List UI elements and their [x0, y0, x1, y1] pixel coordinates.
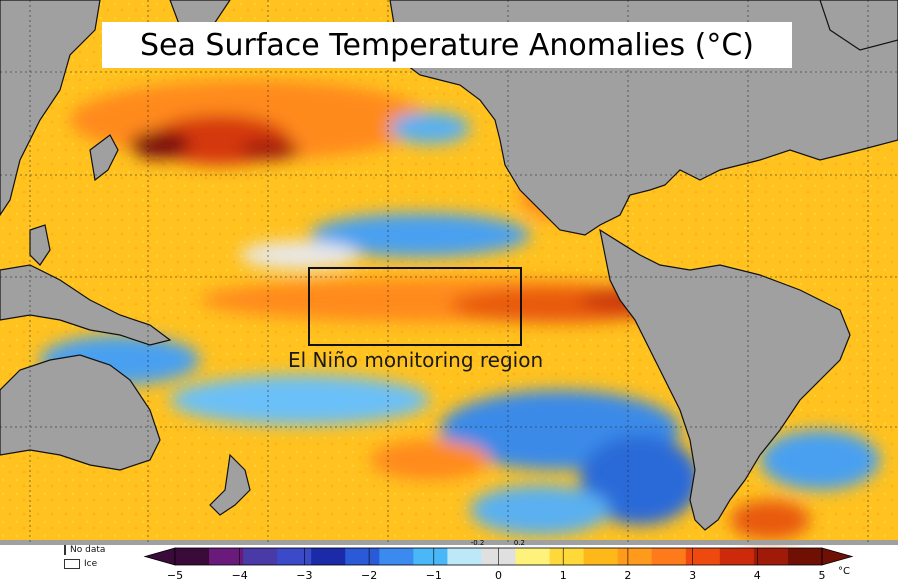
legend-row-ice: Ice: [64, 557, 104, 571]
el-nino-region-box: [308, 267, 522, 346]
colorbar-segment: [379, 548, 414, 565]
colorbar-tick-label: −4: [232, 569, 248, 582]
no-data-swatch: [64, 545, 66, 555]
colorbar-segment: [311, 548, 346, 565]
colorbar-tick-label: 1: [560, 569, 567, 582]
mask-legend: No data Ice: [64, 543, 106, 573]
land-japan: [89, 134, 119, 182]
colorbar-segment: [651, 548, 687, 565]
land-new-zealand: [209, 453, 251, 516]
land-asia: [0, 0, 101, 217]
colorbar-small-tick-label: 0.2: [514, 539, 525, 547]
colorbar-tick-label: −5: [167, 569, 183, 582]
colorbar-segment: [243, 548, 278, 565]
colorbar-segment: [787, 548, 823, 565]
colorbar: −5 −4 −3 −2 −1 0 1 2 3 4 5 -0.2 0.2: [143, 539, 854, 582]
colorbar-tick-label: −1: [426, 569, 442, 582]
colorbar-tick-label: −2: [361, 569, 377, 582]
land-australia: [0, 354, 161, 471]
colorbar-segment: [277, 548, 312, 565]
land-antarctica: [0, 540, 898, 545]
colorbar-tick-label: 2: [624, 569, 631, 582]
colorbar-arrow-min: [143, 547, 176, 566]
colorbar-segment: [753, 548, 789, 565]
colorbar-segment: [345, 548, 380, 565]
map-title-box: Sea Surface Temperature Anomalies (°C): [102, 22, 792, 68]
land-greenland: [819, 0, 898, 51]
colorbar-segment: [175, 548, 210, 565]
colorbar-segment: [719, 548, 755, 565]
legend-ice-label: Ice: [84, 559, 98, 569]
colorbar-segment: [617, 548, 653, 565]
colorbar-tick-label: 3: [689, 569, 696, 582]
colorbar-arrow-max: [821, 547, 854, 566]
colorbar-unit: °C: [838, 566, 850, 577]
graticule: [0, 0, 898, 545]
colorbar-segment: [515, 548, 551, 565]
colorbar-small-tick-label: -0.2: [471, 539, 485, 547]
colorbar-tick-label: 5: [819, 569, 826, 582]
colorbar-tick-label: −3: [296, 569, 312, 582]
colorbar-segment: [583, 548, 619, 565]
region-label: El Niño monitoring region: [288, 348, 544, 372]
map-title: Sea Surface Temperature Anomalies (°C): [140, 27, 754, 63]
legend-row-no-data: No data: [64, 543, 106, 557]
colorbar-segment: [549, 548, 585, 565]
colorbar-segment: [447, 548, 482, 565]
legend-no-data-label: No data: [70, 545, 106, 555]
ice-swatch: [64, 559, 80, 569]
colorbar-tick-label: 4: [754, 569, 761, 582]
land-maritime-continent: [0, 264, 172, 346]
colorbar-segment: [685, 548, 721, 565]
colorbar-segment: [209, 548, 244, 565]
colorbar-segment: [413, 548, 448, 565]
colorbar-tick-label: 0: [495, 569, 502, 582]
land-south-america: [599, 228, 851, 531]
